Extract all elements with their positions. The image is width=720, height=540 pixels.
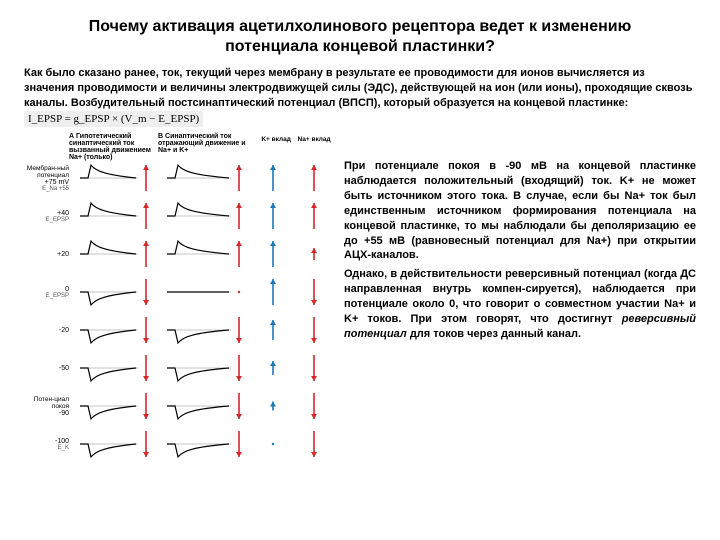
na-arrow-icon (308, 351, 320, 385)
net-arrow-icon (233, 199, 245, 233)
panel-b-header: B Синаптический ток отражающий движение … (158, 133, 258, 159)
na-net-arrow-icon (140, 199, 152, 233)
na-arrow-icon (308, 427, 320, 461)
net-arrow-icon (233, 427, 245, 461)
intro-paragraph: Как было сказано ранее, ток, текущий чер… (24, 66, 696, 127)
fig-row-4: -20 (24, 311, 334, 349)
na-arrow-icon (308, 161, 320, 195)
k-arrow-icon (267, 313, 279, 347)
na-arrow-icon (308, 237, 320, 271)
k-arrow-icon (267, 351, 279, 385)
fig-row-7: -100E_K (24, 425, 334, 463)
panel-a-header: A Гипотетический синаптический ток вызва… (69, 133, 158, 159)
explanation-p2c: для токов через данный канал. (407, 328, 581, 340)
fig-ylabel: -100E_K (24, 438, 72, 451)
na-net-arrow-icon (140, 427, 152, 461)
k-arrow-icon (267, 275, 279, 309)
na-arrow-icon (308, 313, 320, 347)
net-arrow-icon (233, 275, 245, 309)
panel-c-header: K+ вкладNa+ вклад (258, 133, 334, 159)
k-arrow-icon (267, 389, 279, 423)
k-arrow-icon (267, 199, 279, 233)
na-net-arrow-icon (140, 313, 152, 347)
net-arrow-icon (233, 389, 245, 423)
intro-text: Как было сказано ранее, ток, текущий чер… (24, 67, 692, 109)
na-net-arrow-icon (140, 351, 152, 385)
fig-ylabel: Потен-циал покоя-90 (24, 396, 72, 417)
epsp-formula: I_EPSP = g_EPSP × (V_m − E_EPSP) (24, 111, 203, 128)
na-net-arrow-icon (140, 389, 152, 423)
fig-row-3: 0E_EPSP (24, 273, 334, 311)
fig-row-2: +20 (24, 235, 334, 273)
net-arrow-icon (233, 237, 245, 271)
k-arrow-icon (267, 427, 279, 461)
fig-ylabel: 0E_EPSP (24, 286, 72, 299)
explanation-p2: Однако, в действительности реверсивный п… (344, 267, 696, 341)
fig-ylabel: -20 (24, 327, 72, 334)
net-arrow-icon (233, 161, 245, 195)
fig-ylabel: -50 (24, 365, 72, 372)
na-arrow-icon (308, 389, 320, 423)
fig-row-0: Мембран-ныйпотенциал+75 mVE_Na +55 (24, 159, 334, 197)
title-line2: потенциала концевой пластинки? (24, 38, 696, 56)
na-arrow-icon (308, 275, 320, 309)
k-arrow-icon (267, 161, 279, 195)
fig-ylabel: +20 (24, 251, 72, 258)
na-arrow-icon (308, 199, 320, 233)
fig-row-1: +40E_EPSP (24, 197, 334, 235)
fig-ylabel: Мембран-ныйпотенциал+75 mVE_Na +55 (24, 165, 72, 192)
na-net-arrow-icon (140, 161, 152, 195)
k-arrow-icon (267, 237, 279, 271)
explanation-p1: При потенциале покоя в -90 мВ на концево… (344, 159, 696, 263)
na-net-arrow-icon (140, 275, 152, 309)
fig-row-5: -50 (24, 349, 334, 387)
title-line1: Почему активация ацетилхолинового рецепт… (24, 18, 696, 36)
synaptic-current-figure: A Гипотетический синаптический ток вызва… (24, 133, 334, 463)
fig-ylabel: +40E_EPSP (24, 210, 72, 223)
net-arrow-icon (233, 313, 245, 347)
net-arrow-icon (233, 351, 245, 385)
na-net-arrow-icon (140, 237, 152, 271)
fig-row-6: Потен-циал покоя-90 (24, 387, 334, 425)
